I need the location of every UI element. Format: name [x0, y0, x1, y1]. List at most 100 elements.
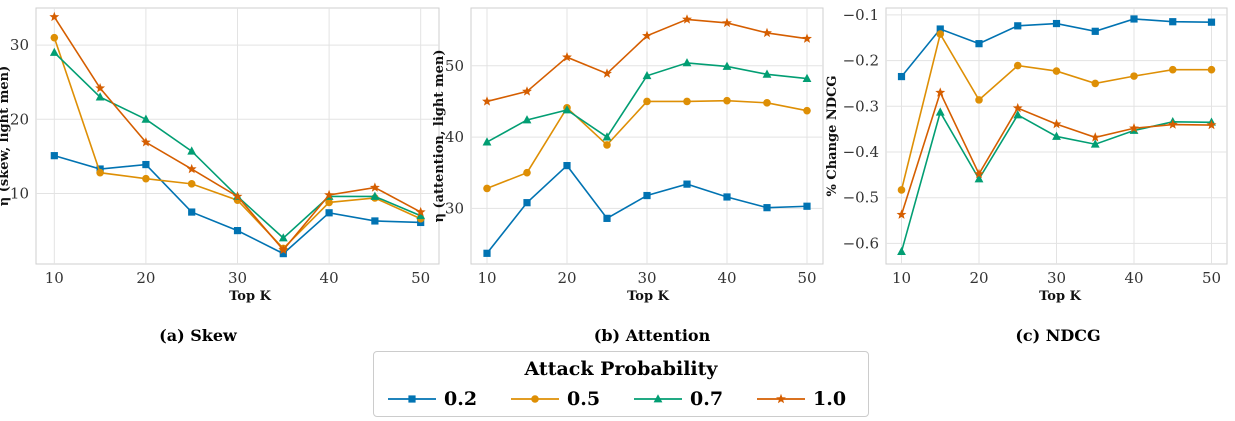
data-point: [802, 73, 812, 82]
data-point: [141, 114, 151, 123]
data-point: [49, 11, 60, 22]
data-point: [188, 208, 196, 216]
data-point: [186, 163, 197, 174]
series-1-0: [49, 11, 426, 255]
data-point: [140, 137, 151, 147]
data-point: [802, 33, 812, 43]
data-point: [642, 30, 652, 41]
data-point: [602, 132, 612, 141]
x-tick-label: 30: [637, 269, 656, 287]
x-tick-label: 20: [557, 269, 576, 287]
data-point: [975, 40, 983, 48]
y-tick-label: 40: [445, 128, 464, 146]
data-point: [763, 99, 771, 107]
data-point: [722, 17, 732, 28]
data-point: [232, 191, 243, 201]
data-point: [1169, 18, 1177, 26]
legend-title: Attack Probability: [524, 358, 718, 380]
x-axis-label: Top K: [627, 289, 669, 304]
data-point: [1090, 132, 1101, 142]
data-point: [763, 204, 771, 212]
data-point: [683, 180, 691, 188]
data-point: [187, 180, 196, 188]
legend-label-1-0: 1.0: [813, 388, 847, 410]
data-point: [523, 199, 531, 207]
y-tick-label: 30: [10, 36, 29, 54]
x-tick-label: 40: [1124, 269, 1143, 287]
data-point: [522, 86, 532, 96]
x-tick-label: 40: [320, 269, 339, 287]
data-point: [369, 182, 380, 192]
data-point: [1013, 61, 1022, 70]
panel-caption: (c) NDCG: [1015, 326, 1100, 345]
data-point: [935, 107, 945, 116]
series-0-5: [483, 96, 811, 193]
data-point: [1207, 18, 1216, 26]
data-point: [1130, 15, 1138, 23]
data-point: [233, 227, 242, 235]
legend-swatch-0-5: [511, 395, 559, 403]
data-point: [897, 246, 906, 256]
series-0-5: [897, 30, 1216, 194]
y-tick-label: −0.4: [843, 143, 879, 161]
data-point: [1206, 119, 1217, 130]
x-tick-label: 50: [411, 269, 430, 287]
data-point: [1091, 27, 1099, 35]
legend-marker: [408, 395, 416, 403]
data-point: [1051, 118, 1062, 129]
x-axis-label: Top K: [1039, 289, 1081, 304]
data-point: [415, 206, 426, 217]
legend-marker: [653, 394, 663, 403]
data-point: [642, 70, 652, 80]
y-tick-label: −0.2: [843, 52, 879, 70]
data-point: [187, 146, 197, 155]
y-axis-label: η (attention, light men): [432, 50, 447, 223]
data-point: [1090, 139, 1100, 148]
data-point: [278, 233, 288, 242]
legend-swatch-0-7: [634, 394, 682, 403]
data-point: [482, 137, 492, 146]
data-point: [279, 250, 287, 258]
y-tick-label: −0.5: [843, 189, 879, 207]
y-tick-label: 20: [10, 110, 29, 128]
data-point: [722, 61, 732, 70]
data-point: [762, 27, 772, 38]
x-tick-label: 20: [969, 269, 988, 287]
data-point: [683, 97, 691, 106]
data-point: [371, 217, 379, 225]
data-point: [682, 14, 692, 24]
legend: Attack Probability 0.2 0.5 0.7 1.0: [373, 351, 869, 417]
x-axis-label: Top K: [229, 289, 271, 304]
data-point: [1052, 19, 1061, 28]
y-tick-label: 50: [445, 57, 464, 75]
legend-label-0-2: 0.2: [444, 388, 478, 410]
data-point: [142, 174, 150, 183]
data-point: [1207, 65, 1216, 74]
x-tick-label: 40: [717, 269, 736, 287]
legend-label-0-5: 0.5: [567, 388, 601, 410]
data-point: [602, 68, 612, 78]
y-tick-label: −0.6: [843, 234, 879, 252]
data-point: [1130, 72, 1138, 80]
data-point: [482, 96, 492, 106]
data-point: [603, 214, 611, 222]
data-point: [325, 198, 333, 207]
x-tick-label: 50: [797, 269, 816, 287]
data-point: [1129, 123, 1139, 133]
data-point: [1012, 102, 1023, 113]
data-point: [95, 82, 106, 93]
data-point: [1167, 119, 1178, 129]
legend-entry-0-2: 0.2: [384, 386, 494, 412]
data-point: [142, 160, 150, 169]
data-point: [974, 168, 984, 179]
data-point: [896, 209, 907, 219]
data-point: [416, 210, 426, 220]
data-point: [562, 52, 572, 62]
data-point: [562, 105, 572, 114]
data-point: [49, 47, 59, 56]
legend-marker: [531, 395, 539, 403]
x-tick-label: 30: [1047, 269, 1066, 287]
data-point: [643, 97, 651, 106]
